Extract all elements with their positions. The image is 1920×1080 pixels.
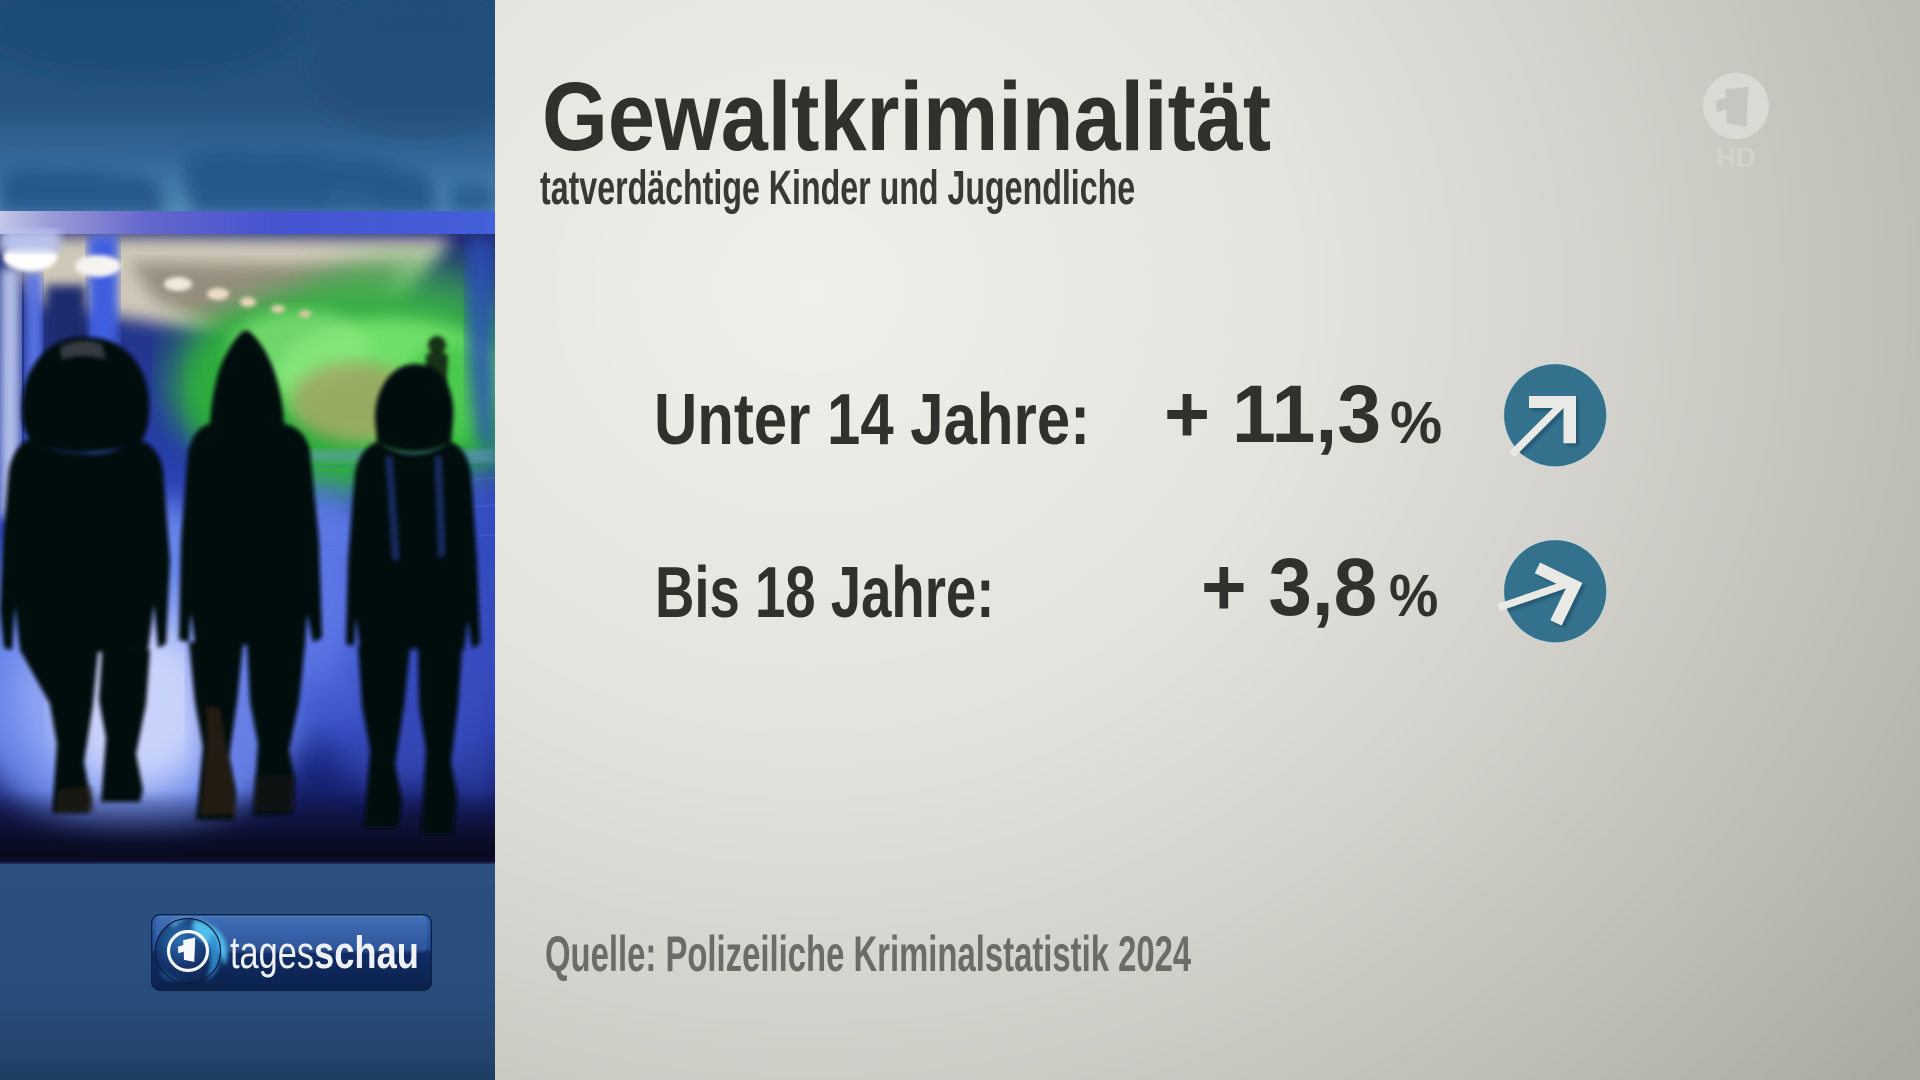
svg-text:schau: schau [314,927,419,978]
svg-text:HD: HD [1716,142,1756,173]
svg-text:tages: tages [230,927,314,978]
